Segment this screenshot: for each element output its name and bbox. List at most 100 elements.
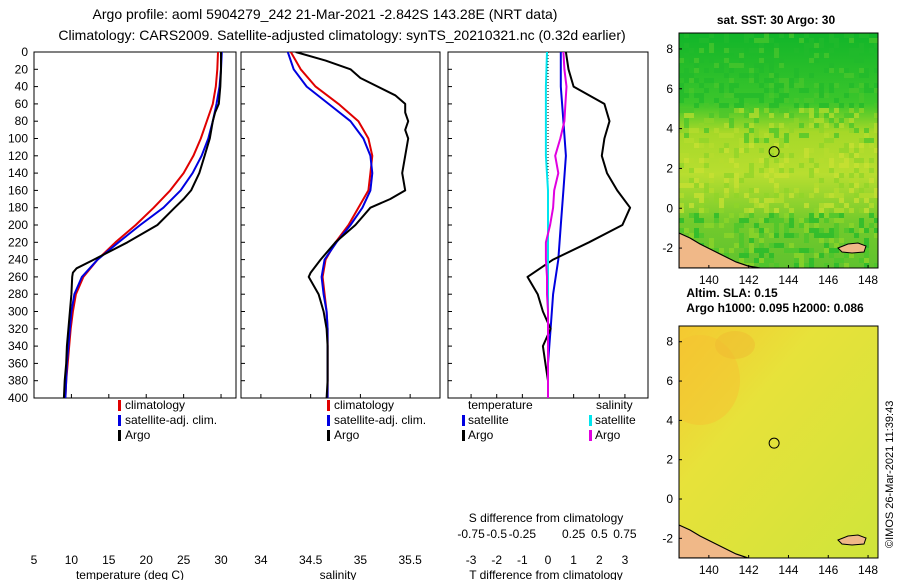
sst-pixel bbox=[739, 63, 744, 68]
sst-pixel bbox=[729, 123, 734, 128]
sst-pixel bbox=[819, 118, 824, 123]
salinity-difference-tick-labels: -0.75 -0.5 -0.25 0.25 0.5 0.75 bbox=[457, 527, 637, 541]
sst-pixel bbox=[774, 213, 779, 218]
sst-pixel bbox=[724, 183, 729, 188]
difference-depth-ticks bbox=[448, 51, 452, 399]
sst-pixel bbox=[679, 158, 684, 163]
sst-pixel bbox=[774, 158, 779, 163]
sst-pixel bbox=[764, 38, 769, 43]
legend-swatch-argo bbox=[327, 430, 330, 441]
sst-pixel bbox=[679, 203, 684, 208]
sst-pixel bbox=[829, 233, 834, 238]
sst-pixel bbox=[759, 263, 764, 268]
sla-map-panel: Altim. SLA: 0.15 Argo h1000: 0.095 h2000… bbox=[662, 286, 879, 577]
sst-pixel bbox=[859, 173, 864, 178]
sst-pixel bbox=[799, 108, 804, 113]
sst-pixel bbox=[724, 218, 729, 223]
sst-pixel bbox=[814, 223, 819, 228]
sst-pixel bbox=[694, 78, 699, 83]
sst-pixel bbox=[724, 123, 729, 128]
sst-pixel bbox=[849, 113, 854, 118]
x-tick-label: 35.5 bbox=[398, 553, 422, 567]
sst-pixel bbox=[814, 253, 819, 258]
sst-pixel bbox=[694, 58, 699, 63]
sst-pixel bbox=[779, 58, 784, 63]
sst-pixel bbox=[794, 248, 799, 253]
depth-tick-label: 20 bbox=[15, 62, 29, 76]
sst-pixel bbox=[839, 68, 844, 73]
sst-pixel bbox=[809, 148, 814, 153]
sla-warm-patch-2 bbox=[715, 331, 755, 359]
x-tick-label: 2 bbox=[596, 553, 603, 567]
sst-pixel bbox=[749, 188, 754, 193]
sst-pixel bbox=[829, 38, 834, 43]
sst-pixel bbox=[784, 188, 789, 193]
sst-pixel bbox=[739, 233, 744, 238]
sst-pixel bbox=[859, 108, 864, 113]
sst-pixel bbox=[834, 223, 839, 228]
depth-tick-label: 280 bbox=[8, 287, 28, 301]
sst-pixel bbox=[679, 163, 684, 168]
sst-pixel bbox=[749, 233, 754, 238]
sst-pixel bbox=[754, 108, 759, 113]
sst-pixel bbox=[754, 223, 759, 228]
sst-pixel bbox=[754, 203, 759, 208]
sst-pixel bbox=[719, 63, 724, 68]
sst-pixel bbox=[819, 93, 824, 98]
sst-map-title: sat. SST: 30 Argo: 30 bbox=[717, 13, 836, 27]
sst-pixel bbox=[719, 108, 724, 113]
sst-pixel bbox=[834, 123, 839, 128]
sst-pixel bbox=[704, 158, 709, 163]
sst-pixel bbox=[699, 38, 704, 43]
sst-pixel bbox=[789, 83, 794, 88]
sst-pixel bbox=[829, 83, 834, 88]
sst-pixel bbox=[709, 153, 714, 158]
sst-pixel bbox=[709, 33, 714, 38]
sst-pixel bbox=[824, 208, 829, 213]
sst-pixel bbox=[839, 208, 844, 213]
sst-pixel bbox=[854, 163, 859, 168]
legend-label-climatology: climatology bbox=[334, 398, 394, 412]
sst-pixel bbox=[869, 123, 874, 128]
sst-pixel bbox=[749, 108, 754, 113]
x-tick-label: 3 bbox=[622, 553, 629, 567]
sst-pixel bbox=[834, 133, 839, 138]
sst-pixel bbox=[729, 78, 734, 83]
sst-pixel bbox=[699, 198, 704, 203]
sst-pixel bbox=[784, 133, 789, 138]
sst-pixel bbox=[854, 128, 859, 133]
sst-pixel bbox=[849, 228, 854, 233]
sst-pixel bbox=[859, 138, 864, 143]
sst-pixel bbox=[829, 248, 834, 253]
sst-pixel bbox=[829, 203, 834, 208]
sst-pixel bbox=[809, 108, 814, 113]
sst-pixel bbox=[734, 163, 739, 168]
sst-pixel bbox=[714, 63, 719, 68]
sst-pixel bbox=[849, 38, 854, 43]
sst-pixel bbox=[864, 243, 869, 248]
sst-pixel bbox=[849, 73, 854, 78]
sst-pixel bbox=[724, 253, 729, 258]
sst-pixel bbox=[739, 238, 744, 243]
sst-pixel bbox=[864, 198, 869, 203]
sst-pixel bbox=[744, 168, 749, 173]
sst-pixel bbox=[709, 78, 714, 83]
sst-pixel bbox=[804, 223, 809, 228]
sst-pixel bbox=[824, 153, 829, 158]
sst-pixel bbox=[724, 38, 729, 43]
sst-pixel bbox=[679, 58, 684, 63]
map-y-tick-label: 0 bbox=[666, 201, 673, 215]
sst-pixel bbox=[764, 168, 769, 173]
sst-pixel bbox=[734, 103, 739, 108]
sst-pixel bbox=[779, 33, 784, 38]
sst-pixel bbox=[814, 188, 819, 193]
temperature-tick-labels: 5 10 15 20 25 30 bbox=[31, 394, 228, 567]
sst-pixel bbox=[679, 183, 684, 188]
sst-pixel bbox=[859, 143, 864, 148]
sst-pixel bbox=[804, 108, 809, 113]
sst-pixel bbox=[774, 83, 779, 88]
sst-pixel bbox=[804, 43, 809, 48]
sst-pixel bbox=[714, 218, 719, 223]
sst-pixel bbox=[749, 48, 754, 53]
sst-pixel bbox=[684, 228, 689, 233]
